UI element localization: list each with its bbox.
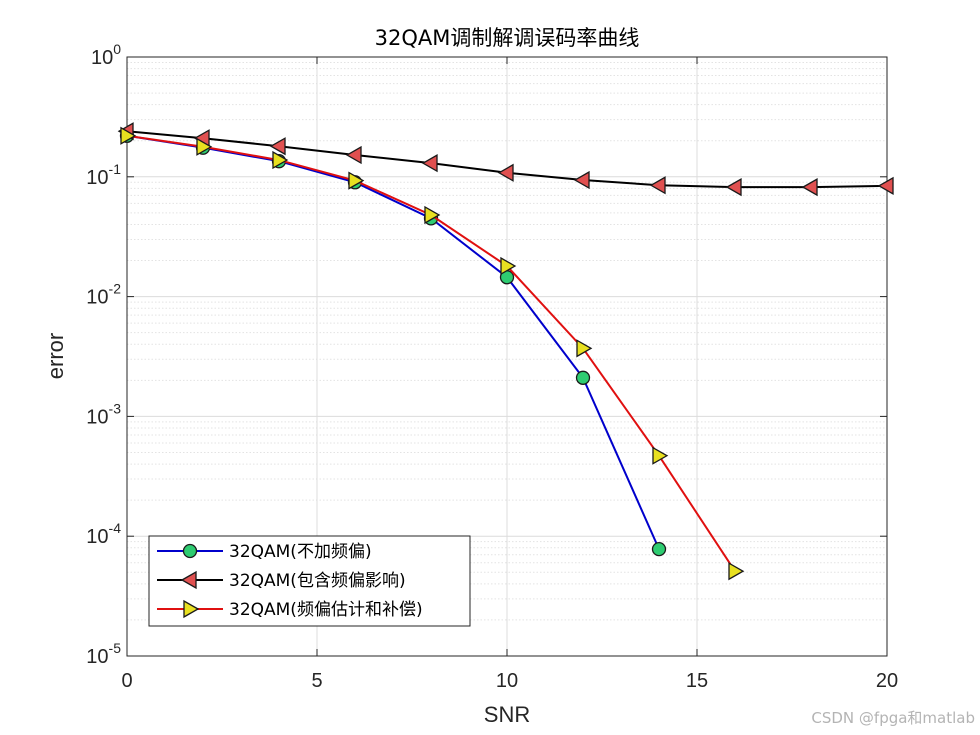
y-tick-label: 10-2 [86,281,121,309]
data-point [651,541,667,557]
data-point [652,446,669,465]
data-point [575,370,591,385]
data-point [272,150,289,170]
legend-label: 32QAM(频偏估计和补偿) [229,600,423,620]
watermark: CSDN @fpga和matlab [811,709,975,727]
data-point [421,154,438,173]
y-tick-label: 100 [91,41,121,69]
data-point [497,163,514,182]
series-3 [120,126,745,581]
series-2 [117,122,894,197]
data-point [576,339,593,358]
x-tick-label: 0 [121,670,132,692]
x-tick-label: 20 [876,670,898,692]
data-point [877,176,894,195]
y-axis-label: error [43,333,68,379]
legend-label: 32QAM(包含频偏影响) [229,571,406,591]
legend-marker [180,570,197,590]
y-tick-label: 10-1 [86,161,121,189]
data-point [649,176,666,195]
data-point [500,256,517,276]
legend: 32QAM(不加频偏) 32QAM(包含频偏影响) 32QAM(频偏估计和补偿) [148,535,471,627]
y-tick-label: 10-3 [86,400,121,428]
x-tick-label: 10 [496,670,518,692]
legend-marker [183,599,200,619]
data-point [801,178,818,197]
data-point [573,170,590,190]
y-tick-label: 10-5 [86,640,121,668]
data-point [120,126,137,145]
data-point [196,137,213,156]
data-point [725,178,742,197]
legend-label: 32QAM(不加频偏) [229,542,372,562]
data-point [269,137,286,156]
data-point [728,562,745,581]
x-tick-label: 15 [686,670,708,692]
x-axis-label: SNR [484,702,530,727]
legend-marker [182,543,198,559]
chart-title: 32QAM调制解调误码率曲线 [375,26,640,50]
series-group [117,122,894,581]
data-point [345,145,362,165]
data-point [424,205,441,225]
data-point [348,171,365,190]
y-tick-label: 10-4 [86,520,121,548]
x-tick-label: 5 [311,670,322,692]
